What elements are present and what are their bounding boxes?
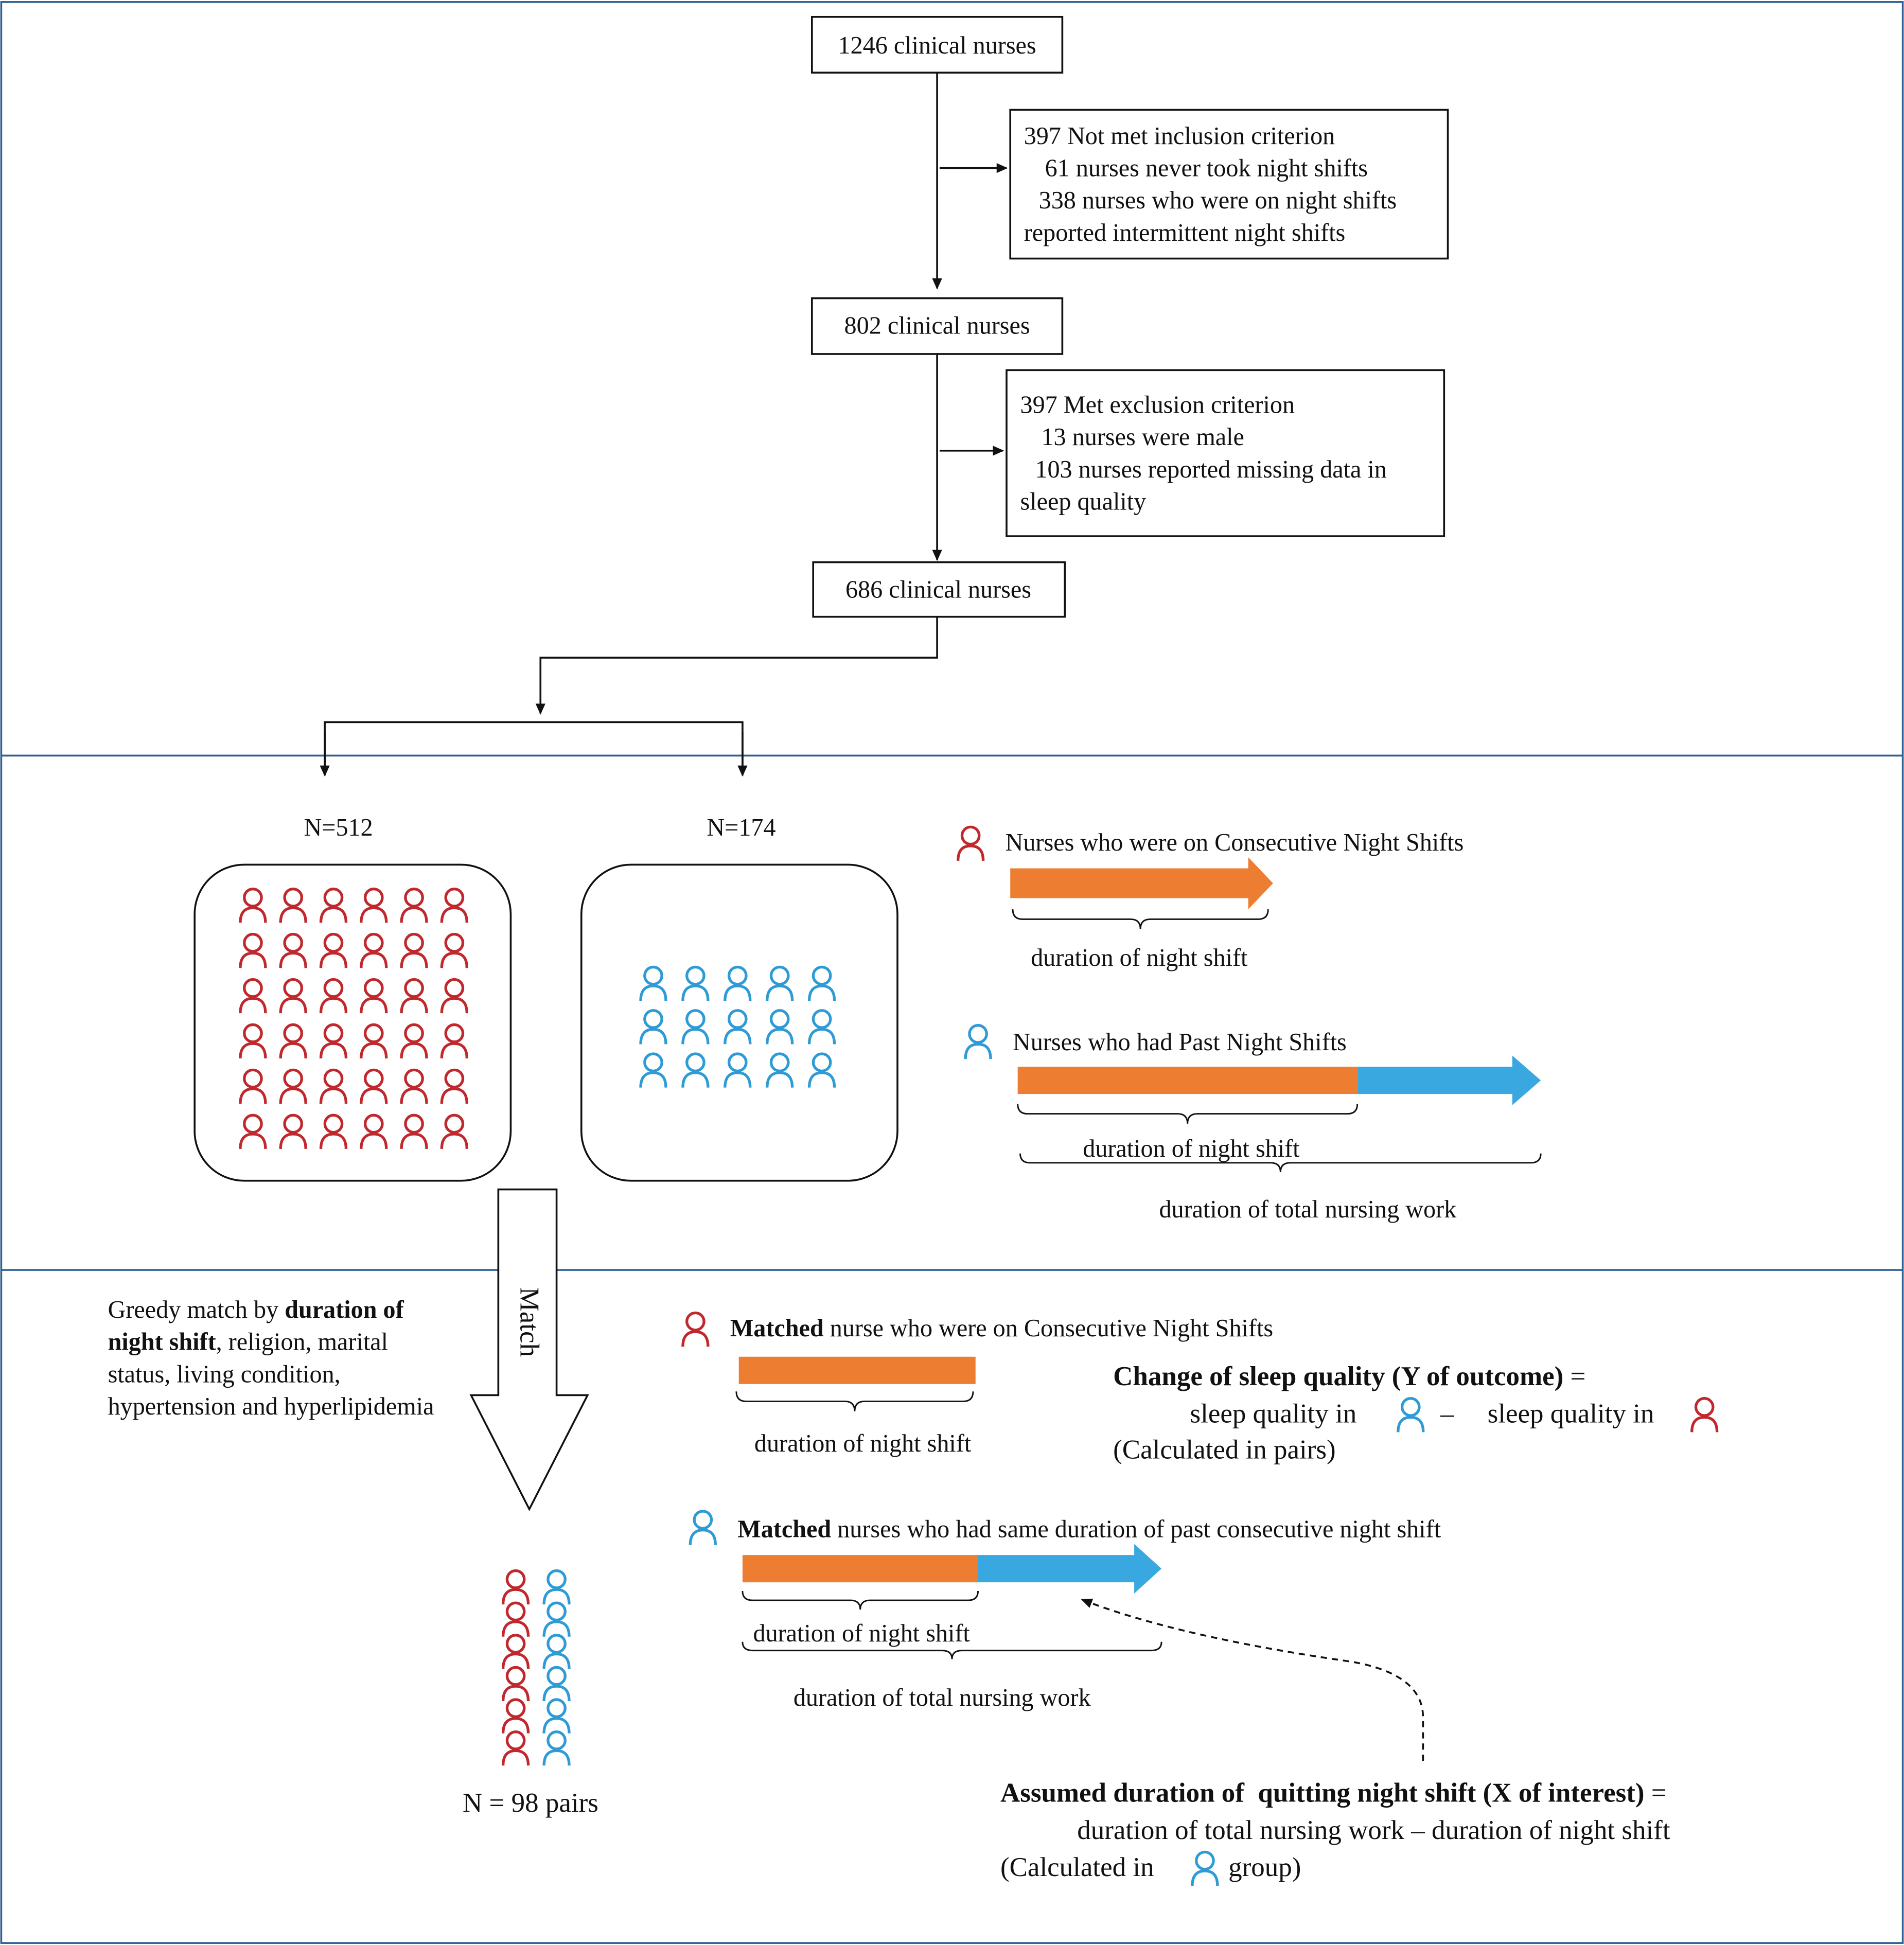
brace-label: duration of night shift	[1031, 944, 1248, 971]
brace-label: duration of night shift	[1083, 1135, 1300, 1162]
person-icon	[544, 1635, 569, 1669]
brace	[735, 1391, 974, 1411]
brace	[742, 1641, 1162, 1659]
legend-title: Nurses who were on Consecutive Night Shi…	[1006, 829, 1464, 856]
person-icon	[503, 1603, 528, 1637]
person-icon	[958, 827, 983, 861]
outcome-text: sleep quality in	[1190, 1399, 1356, 1429]
exposure-equals: =	[1645, 1778, 1667, 1808]
exclusion-line: 103 nurses reported missing data in	[1035, 456, 1386, 483]
exclusion-line: 397 Met exclusion criterion	[1020, 392, 1295, 419]
node-label: 1246 clinical nurses	[838, 32, 1036, 59]
exposure-title: Assumed duration of quitting night shift…	[1000, 1778, 1667, 1808]
night-shift-bar	[1017, 1067, 1358, 1094]
person-icon	[1692, 1399, 1717, 1433]
outcome-bold: Change of sleep quality (Y of outcome)	[1113, 1362, 1563, 1391]
match-arrow	[469, 1188, 589, 1512]
criteria-line: hypertension and hyperlipidemia	[108, 1393, 434, 1420]
exclusion-line: 13 nurses were male	[1041, 423, 1244, 451]
person-icon	[544, 1603, 569, 1637]
brace	[1017, 1104, 1359, 1124]
exclusion-line: sleep quality	[1020, 488, 1146, 516]
group-label: N=512	[304, 814, 373, 841]
matched-title: Matched nurses who had same duration of …	[737, 1515, 1441, 1543]
person-icon	[503, 1635, 528, 1669]
exclusion-line: reported intermittent night shifts	[1024, 219, 1346, 246]
matched-text: nurse who were on Consecutive Night Shif…	[824, 1315, 1273, 1342]
quit-shift-arrow	[978, 1544, 1162, 1594]
outcome-title: Change of sleep quality (Y of outcome) =	[1113, 1362, 1585, 1391]
brace	[1019, 1153, 1542, 1172]
criteria-line: status, living condition,	[108, 1360, 341, 1388]
matched-text: nurses who had same duration of past con…	[831, 1515, 1441, 1543]
person-icon	[690, 1511, 715, 1545]
criteria-text: duration of	[285, 1296, 404, 1323]
flow-lines	[320, 73, 1008, 777]
criteria-text: , religion, marital	[216, 1329, 388, 1356]
exposure-text: duration of total nursing work – duratio…	[1077, 1815, 1670, 1845]
matched-title: Matched nurse who were on Consecutive Ni…	[730, 1315, 1273, 1342]
node-box	[812, 561, 1066, 618]
outcome-equals: =	[1563, 1362, 1585, 1391]
exposure-bold: Assumed duration of quitting night shift…	[1000, 1778, 1645, 1808]
matched-bold: Matched	[730, 1315, 824, 1342]
brace	[742, 1590, 979, 1610]
node-label: 802 clinical nurses	[844, 312, 1030, 339]
match-label: Match	[515, 1287, 544, 1357]
legend-title: Nurses who had Past Night Shifts	[1013, 1029, 1347, 1056]
quit-shift-arrow	[1357, 1055, 1541, 1105]
brace	[1012, 909, 1269, 929]
person-icon	[503, 1571, 528, 1605]
node-label: 686 clinical nurses	[845, 576, 1031, 604]
node-box	[810, 15, 1064, 74]
matched-bold: Matched	[737, 1515, 831, 1543]
night-shift-bar	[742, 1555, 978, 1583]
group-box	[580, 863, 898, 1182]
exclusion-line: 61 nurses never took night shifts	[1045, 155, 1368, 182]
person-icon	[965, 1025, 991, 1059]
outcome-note: (Calculated in pairs)	[1113, 1435, 1336, 1464]
group-label: N=174	[707, 814, 775, 841]
brace-label: duration of night shift	[753, 1620, 970, 1647]
dashed-arrow	[1081, 1598, 1424, 1761]
brace-label: duration of night shift	[754, 1430, 972, 1457]
outcome-text: sleep quality in	[1488, 1399, 1654, 1429]
exclusion-line: 397 Not met inclusion criterion	[1024, 122, 1335, 150]
criteria-line: Greedy match by duration of	[108, 1296, 404, 1323]
person-icon	[544, 1667, 569, 1701]
exclusion-box	[1009, 109, 1449, 260]
exposure-note: group)	[1228, 1852, 1301, 1882]
person-icon	[544, 1732, 569, 1766]
person-icon	[503, 1700, 528, 1734]
person-icon	[683, 1313, 708, 1347]
criteria-text: hypertension and hyperlipidemia	[108, 1393, 434, 1420]
person-icon	[544, 1571, 569, 1605]
exclusion-line: 338 nurses who were on night shifts	[1039, 187, 1397, 214]
node-box	[810, 297, 1064, 355]
night-shift-bar	[738, 1356, 976, 1384]
criteria-text: night shift	[108, 1329, 216, 1356]
night-shift-arrow	[1010, 857, 1273, 910]
pairs-label: N = 98 pairs	[463, 1788, 598, 1818]
person-icon	[1192, 1852, 1218, 1886]
person-icon	[503, 1667, 528, 1701]
brace-label: duration of total nursing work	[1159, 1196, 1457, 1223]
person-icon	[503, 1732, 528, 1766]
exposure-note: (Calculated in	[1000, 1852, 1154, 1882]
criteria-text: status, living condition,	[108, 1360, 341, 1388]
exclusion-box	[1006, 369, 1445, 537]
person-icon	[1398, 1399, 1423, 1433]
brace-label: duration of total nursing work	[794, 1684, 1091, 1711]
outcome-text: –	[1440, 1399, 1454, 1429]
person-icon	[544, 1700, 569, 1734]
criteria-line: night shift, religion, marital	[108, 1329, 388, 1356]
criteria-text: Greedy match by	[108, 1296, 285, 1323]
group-box	[193, 863, 512, 1182]
